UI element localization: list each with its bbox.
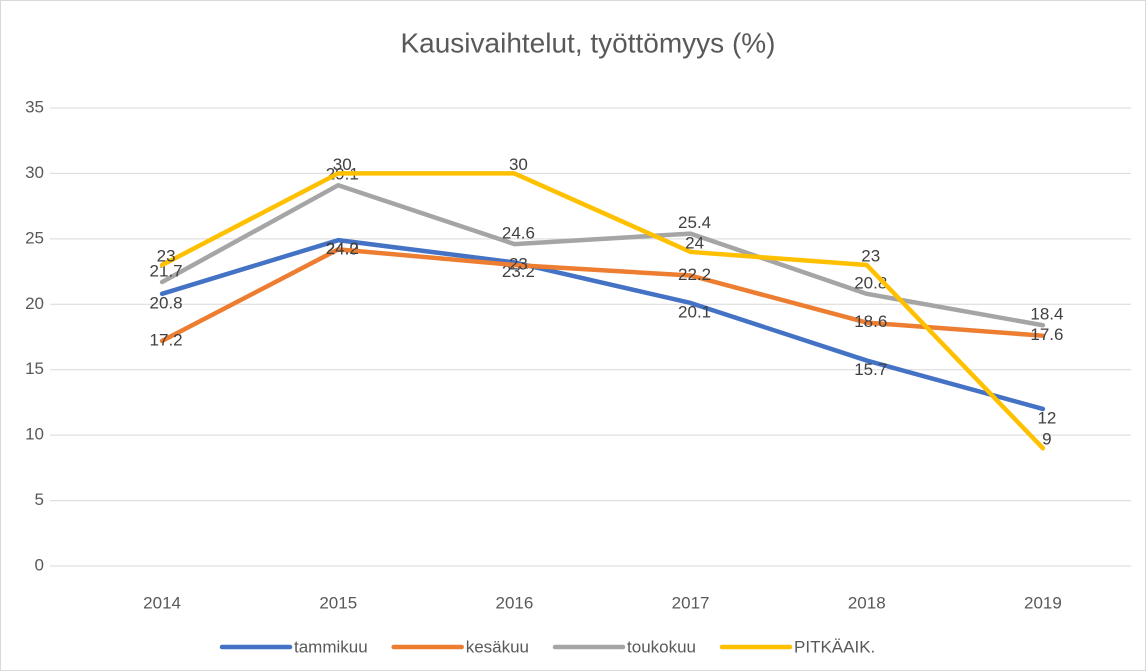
data-label: 30	[333, 155, 352, 174]
data-label: 22.2	[678, 265, 711, 284]
x-tick-label: 2014	[143, 593, 181, 612]
chart-title: Kausivaihtelut, työttömyys (%)	[400, 27, 775, 58]
data-label: 17.6	[1030, 325, 1063, 344]
data-label: 23	[861, 247, 880, 266]
data-label: 17.2	[150, 330, 183, 349]
y-tick-label: 5	[35, 490, 44, 509]
data-label: 25.4	[678, 213, 711, 232]
data-label: 21.7	[150, 262, 183, 281]
data-label: 24	[685, 233, 704, 252]
legend-label: PITKÄAIK.	[794, 637, 875, 656]
y-tick-label: 30	[25, 163, 44, 182]
data-label: 23	[157, 247, 176, 266]
y-tick-label: 35	[25, 97, 44, 116]
x-tick-label: 2018	[848, 593, 886, 612]
series-line	[159, 182, 1046, 328]
data-label: 15.7	[854, 360, 887, 379]
x-tick-label: 2017	[672, 593, 710, 612]
data-label: 24.6	[502, 224, 535, 243]
data-label: 30	[509, 155, 528, 174]
data-label: 18.4	[1030, 305, 1063, 324]
data-label: 20.8	[150, 293, 183, 312]
legend-label: kesäkuu	[466, 637, 529, 656]
y-tick-label: 0	[35, 555, 44, 574]
x-tick-label: 2016	[496, 593, 534, 612]
series-line	[159, 171, 1046, 451]
data-label: 18.6	[854, 312, 887, 331]
data-label: 9	[1042, 430, 1051, 449]
series-line	[159, 247, 1046, 344]
legend-label: toukokuu	[627, 637, 696, 656]
series-line	[159, 237, 1046, 412]
x-tick-label: 2015	[319, 593, 357, 612]
data-label: 20.1	[678, 302, 711, 321]
data-label: 23	[509, 255, 528, 274]
data-label: 12	[1037, 408, 1056, 427]
data-label: 24.2	[326, 239, 359, 258]
y-tick-label: 15	[25, 359, 44, 378]
y-tick-label: 25	[25, 228, 44, 247]
y-tick-label: 20	[25, 294, 44, 313]
y-tick-label: 10	[25, 425, 44, 444]
legend-label: tammikuu	[294, 637, 368, 656]
x-tick-label: 2019	[1024, 593, 1062, 612]
